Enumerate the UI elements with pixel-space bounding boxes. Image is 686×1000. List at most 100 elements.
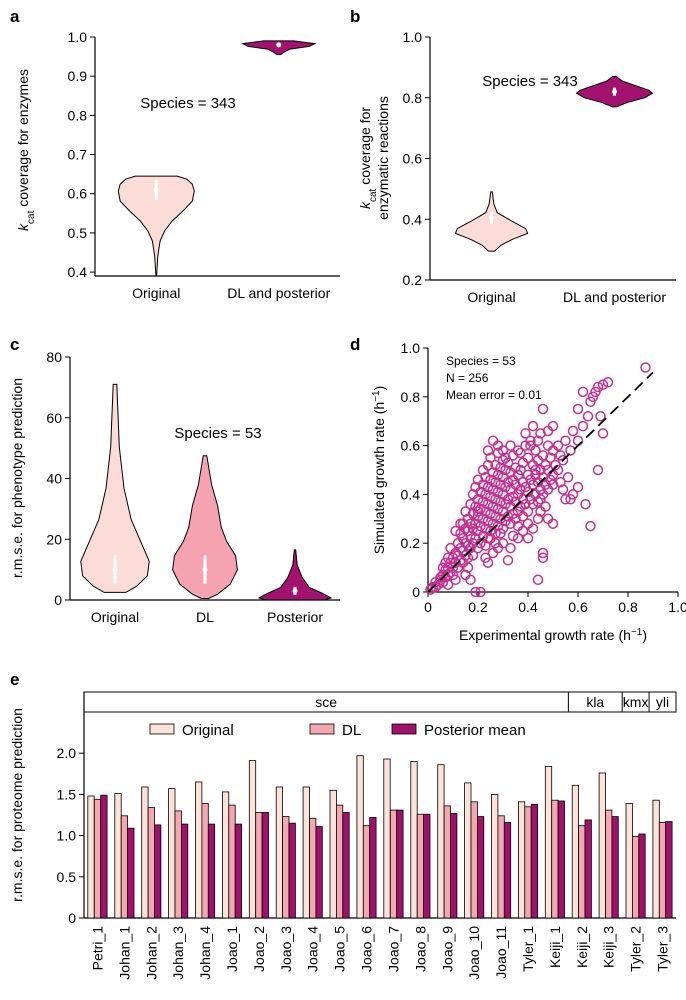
scatter-point	[492, 503, 504, 515]
bar	[87, 795, 95, 919]
legend-swatch	[391, 723, 417, 735]
bar	[362, 825, 371, 919]
scatter-point	[470, 501, 481, 512]
panel-letter-c: c	[10, 335, 19, 354]
scatter-point	[510, 513, 521, 525]
scatter-point	[585, 520, 596, 532]
species-annotation: Species = 53	[174, 425, 261, 442]
bar	[605, 809, 613, 919]
scatter-point	[522, 469, 534, 481]
scatter-point	[522, 452, 534, 464]
scatter-point	[532, 513, 544, 525]
scatter-point	[550, 459, 561, 471]
y-tick-label: 0.7	[68, 147, 88, 163]
bar	[228, 804, 236, 919]
scatter-point	[597, 379, 609, 390]
scatter-point	[445, 567, 456, 578]
legend-label: Posterior mean	[424, 722, 526, 739]
bar	[584, 819, 592, 919]
bar	[309, 817, 317, 919]
bar	[423, 813, 431, 919]
scatter-point	[587, 391, 599, 403]
x-tick-label: 1.0	[668, 599, 686, 615]
scatter-point	[462, 525, 474, 537]
bar	[127, 827, 135, 919]
scatter-point	[502, 511, 514, 522]
bar	[658, 822, 667, 919]
scatter-point	[495, 496, 506, 507]
scatter-point	[442, 552, 454, 564]
bar	[625, 803, 633, 919]
x-tick-label: 0.2	[468, 599, 488, 615]
x-category-label: Joao_5	[332, 926, 348, 972]
bar	[665, 821, 673, 919]
bar	[396, 809, 404, 919]
bar	[518, 801, 526, 919]
scatter-point	[535, 494, 546, 505]
scatter-point	[482, 515, 494, 527]
scatter-point	[527, 523, 539, 534]
legend-swatch	[309, 723, 335, 735]
bar	[383, 758, 391, 919]
violin-posterior	[257, 549, 333, 601]
scatter-point	[557, 454, 569, 466]
scatter-point	[480, 540, 491, 551]
scatter-point	[502, 476, 514, 488]
x-category-label: Petri_1	[90, 926, 106, 971]
x-category-label: Joao_11	[493, 926, 509, 979]
scatter-point	[500, 498, 511, 510]
x-category-label: Keiji_3	[601, 926, 617, 968]
scatter-point	[535, 428, 546, 439]
scatter-point	[512, 533, 524, 544]
scatter-point	[465, 498, 476, 510]
scatter-point	[522, 533, 534, 544]
y-tick-label: 0.6	[403, 151, 423, 167]
x-tick-label: 0.8	[618, 599, 638, 615]
scatter-point	[580, 498, 591, 510]
bar	[275, 786, 284, 919]
legend-label: DL	[342, 722, 361, 739]
scatter-point	[495, 479, 506, 490]
species-annotation: Species = 343	[140, 95, 236, 112]
bar	[470, 801, 478, 919]
scatter-point	[530, 464, 541, 476]
scatter-point	[430, 581, 441, 593]
bar	[288, 822, 296, 919]
scatter-point	[525, 440, 536, 451]
x-axis-label: Experimental growth rate (h−1)	[459, 627, 647, 644]
scatter-point	[497, 445, 509, 456]
bar	[207, 823, 216, 919]
y-tick-label: 0	[412, 584, 420, 600]
annotation-n: N = 256	[446, 371, 489, 385]
x-category-label: Keiji_2	[574, 926, 590, 968]
scatter-point	[527, 420, 539, 432]
y-tick-label: 0.6	[68, 186, 88, 202]
bar	[282, 816, 290, 919]
x-category-label: DL	[196, 609, 214, 625]
y-tick-label: 60	[46, 410, 62, 426]
scatter-point	[585, 396, 596, 407]
scatter-point	[460, 550, 471, 561]
scatter-point	[460, 569, 471, 581]
scatter-point	[492, 469, 504, 481]
scatter-point	[447, 562, 459, 573]
group-label: kmx	[623, 694, 649, 710]
scatter-point	[432, 579, 444, 590]
y-axis-label-line2: enzymatic reactions	[375, 96, 391, 220]
y-tick-label: 0.4	[403, 211, 423, 227]
bar	[174, 810, 182, 919]
y-tick-label: 1.0	[401, 340, 421, 356]
scatter-point	[567, 425, 579, 437]
scatter-point	[540, 501, 551, 512]
scatter-point	[572, 435, 584, 446]
scatter-point	[440, 557, 451, 568]
scatter-point	[547, 479, 559, 490]
bar	[389, 809, 398, 919]
scatter-point	[485, 474, 496, 486]
scatter-point	[480, 472, 491, 483]
bar	[248, 760, 257, 919]
scatter-point	[445, 542, 456, 554]
scatter-point	[502, 555, 514, 566]
legend-swatch	[149, 723, 175, 735]
bar	[578, 825, 586, 919]
